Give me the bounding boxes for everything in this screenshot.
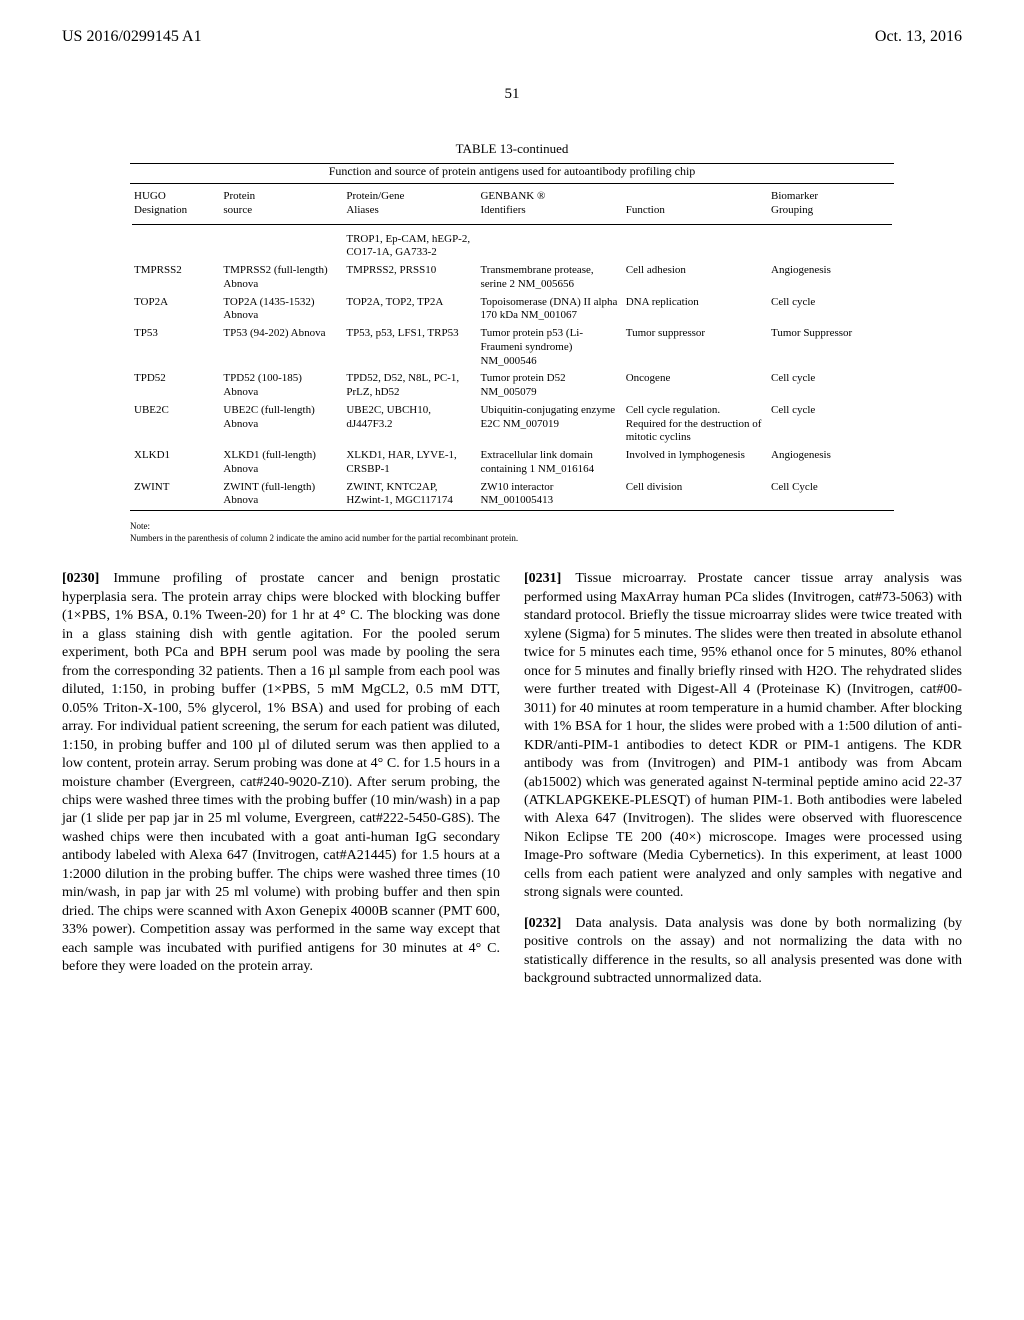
table-cell: TPD52 (100-185) Abnova [221,370,344,402]
table-cell: Cell cycle [769,294,892,326]
header-left: US 2016/0299145 A1 [62,28,202,46]
page-number: 51 [0,86,1024,103]
header-right: Oct. 13, 2016 [875,28,962,46]
table-cell [478,224,623,262]
table-cell: ZWINT (full-length) Abnova [221,479,344,511]
table-cell: TOP2A, TOP2, TP2A [344,294,478,326]
table-cell: Cell division [624,479,769,511]
table-cell: Transmembrane protease, serine 2 NM_0056… [478,262,623,294]
table-cell: XLKD1, HAR, LYVE-1, CRSBP-1 [344,447,478,479]
table-row: TP53TP53 (94-202) AbnovaTP53, p53, LFS1,… [132,325,892,370]
paragraph-text: Tissue microarray. Prostate cancer tissu… [524,571,962,900]
table-cell: TMPRSS2, PRSS10 [344,262,478,294]
table-body: TROP1, Ep-CAM, hEGP-2, CO17-1A, GA733-2T… [132,224,892,510]
table-note: Note: Numbers in the parenthesis of colu… [130,521,894,544]
body-columns: [0230] Immune profiling of prostate canc… [0,544,1024,1000]
table-cell: DNA replication [624,294,769,326]
table-cell: Cell cycle regulation. Required for the … [624,402,769,447]
table-cell: Involved in lymphogenesis [624,447,769,479]
table-cell: Cell cycle [769,370,892,402]
col-header: BiomarkerGrouping [769,184,892,224]
col-header: Protein/GeneAliases [344,184,478,224]
table-subcaption: Function and source of protein antigens … [0,164,1024,179]
table-cell: TP53 (94-202) Abnova [221,325,344,370]
col-header: HUGODesignation [132,184,221,224]
table-cell: XLKD1 [132,447,221,479]
table-cell [132,224,221,262]
table-cell: Tumor Suppressor [769,325,892,370]
table-cell: XLKD1 (full-length) Abnova [221,447,344,479]
table-cell: TP53, p53, LFS1, TRP53 [344,325,478,370]
right-column: [0231] Tissue microarray. Prostate cance… [524,570,962,1000]
table-row: ZWINTZWINT (full-length) AbnovaZWINT, KN… [132,479,892,511]
table-cell: Angiogenesis [769,447,892,479]
table-cell: Tumor suppressor [624,325,769,370]
table-row: TMPRSS2TMPRSS2 (full-length) AbnovaTMPRS… [132,262,892,294]
table-cell: UBE2C (full-length) Abnova [221,402,344,447]
paragraph-text: Immune profiling of prostate cancer and … [62,571,500,974]
table-cell: TP53 [132,325,221,370]
table-cell: UBE2C [132,402,221,447]
table-cell: TMPRSS2 (full-length) Abnova [221,262,344,294]
paragraph-number: [0232] [524,916,561,931]
paragraph: [0232] Data analysis. Data analysis was … [524,915,962,989]
paragraph-number: [0230] [62,571,99,586]
table-cell: ZWINT, KNTC2AP, HZwint-1, MGC117174 [344,479,478,511]
table-rule-bottom [130,510,894,511]
table-row: XLKD1XLKD1 (full-length) AbnovaXLKD1, HA… [132,447,892,479]
table-cell: ZW10 interactor NM_001005413 [478,479,623,511]
paragraph-text: Data analysis. Data analysis was done by… [524,916,962,986]
table-cell: Cell adhesion [624,262,769,294]
table-cell: Angiogenesis [769,262,892,294]
table-cell: Tumor protein D52 NM_005079 [478,370,623,402]
table-cell: TROP1, Ep-CAM, hEGP-2, CO17-1A, GA733-2 [344,224,478,262]
paragraph: [0231] Tissue microarray. Prostate cance… [524,570,962,902]
table-head: HUGODesignationProteinsourceProtein/Gene… [132,184,892,224]
table-row: TOP2ATOP2A (1435-1532) AbnovaTOP2A, TOP2… [132,294,892,326]
paragraph-number: [0231] [524,571,561,586]
table-row: TPD52TPD52 (100-185) AbnovaTPD52, D52, N… [132,370,892,402]
col-header: Proteinsource [221,184,344,224]
table-cell [624,224,769,262]
table-caption: TABLE 13-continued [0,141,1024,157]
col-header: Function [624,184,769,224]
table-cell: Tumor protein p53 (Li-Fraumeni syndrome)… [478,325,623,370]
table-cell: TMPRSS2 [132,262,221,294]
paragraph: [0230] Immune profiling of prostate canc… [62,570,500,976]
table-cell: ZWINT [132,479,221,511]
table-cell: Topoisomerase (DNA) II alpha 170 kDa NM_… [478,294,623,326]
table-header-row: HUGODesignationProteinsourceProtein/Gene… [132,184,892,224]
protein-table: HUGODesignationProteinsourceProtein/Gene… [132,184,892,510]
table-cell [221,224,344,262]
table-cell: Cell cycle [769,402,892,447]
table-cell: Oncogene [624,370,769,402]
table-cell: UBE2C, UBCH10, dJ447F3.2 [344,402,478,447]
table-cell: TPD52 [132,370,221,402]
note-label: Note: [130,521,894,533]
table-cell: Ubiquitin-conjugating enzyme E2C NM_0070… [478,402,623,447]
table-cell: TOP2A (1435-1532) Abnova [221,294,344,326]
page-header: US 2016/0299145 A1 Oct. 13, 2016 [0,0,1024,54]
table-cell: TOP2A [132,294,221,326]
table-cell: TPD52, D52, N8L, PC-1, PrLZ, hD52 [344,370,478,402]
table-cell [769,224,892,262]
note-text: Numbers in the parenthesis of column 2 i… [130,533,894,545]
table-cell: Extracellular link domain containing 1 N… [478,447,623,479]
table-cell: Cell Cycle [769,479,892,511]
left-column: [0230] Immune profiling of prostate canc… [62,570,500,1000]
col-header: GENBANK ®Identifiers [478,184,623,224]
table-row: UBE2CUBE2C (full-length) AbnovaUBE2C, UB… [132,402,892,447]
table-row: TROP1, Ep-CAM, hEGP-2, CO17-1A, GA733-2 [132,224,892,262]
